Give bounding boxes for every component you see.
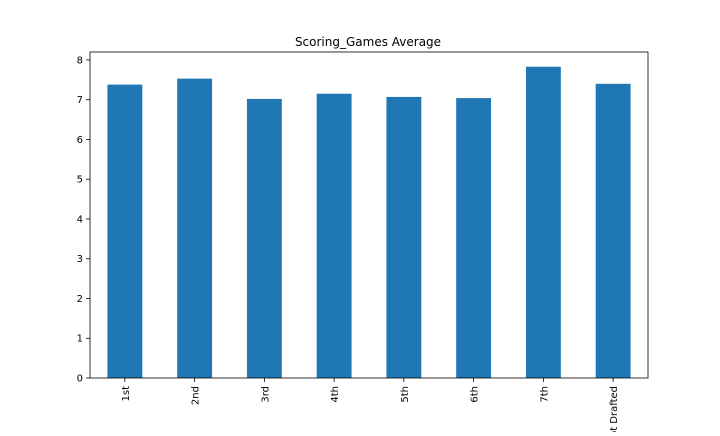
chart-title: Scoring_Games Average [295, 35, 441, 49]
x-tick-label: Not Drafted [609, 386, 620, 432]
y-tick-label: 3 [77, 254, 83, 265]
x-tick-label: 7th [539, 386, 550, 403]
y-tick-label: 4 [77, 214, 83, 225]
y-tick-label: 6 [77, 135, 83, 146]
bar-2 [177, 78, 213, 378]
bar-1 [107, 84, 143, 378]
x-tick-label: 5th [400, 386, 411, 403]
bar-3 [246, 98, 282, 378]
x-tick-label: 3rd [260, 386, 271, 403]
y-tick-label: 7 [77, 95, 83, 106]
x-tick-label: 6th [470, 386, 481, 403]
x-tick-label: 2nd [191, 386, 202, 405]
bar-6 [456, 98, 492, 379]
plot-frame [89, 51, 649, 379]
bar-7 [525, 66, 561, 379]
bar-4 [316, 93, 352, 379]
y-tick-label: 8 [77, 55, 83, 66]
bar-5 [386, 96, 422, 379]
x-tick-label: 1st [121, 386, 132, 402]
x-tick-label: 4th [330, 386, 341, 403]
y-tick-label: 0 [77, 374, 83, 385]
x-axis: 1st 2nd 3rd 4th 5th 6th 7th Not Drafted [121, 378, 620, 436]
bar-8 [595, 83, 631, 379]
y-tick-label: 1 [77, 334, 83, 345]
y-tick-label: 2 [77, 294, 83, 305]
y-tick-label: 5 [77, 175, 83, 186]
bars-group [107, 66, 631, 379]
y-axis: 0 1 2 3 4 5 6 7 8 [77, 55, 90, 385]
